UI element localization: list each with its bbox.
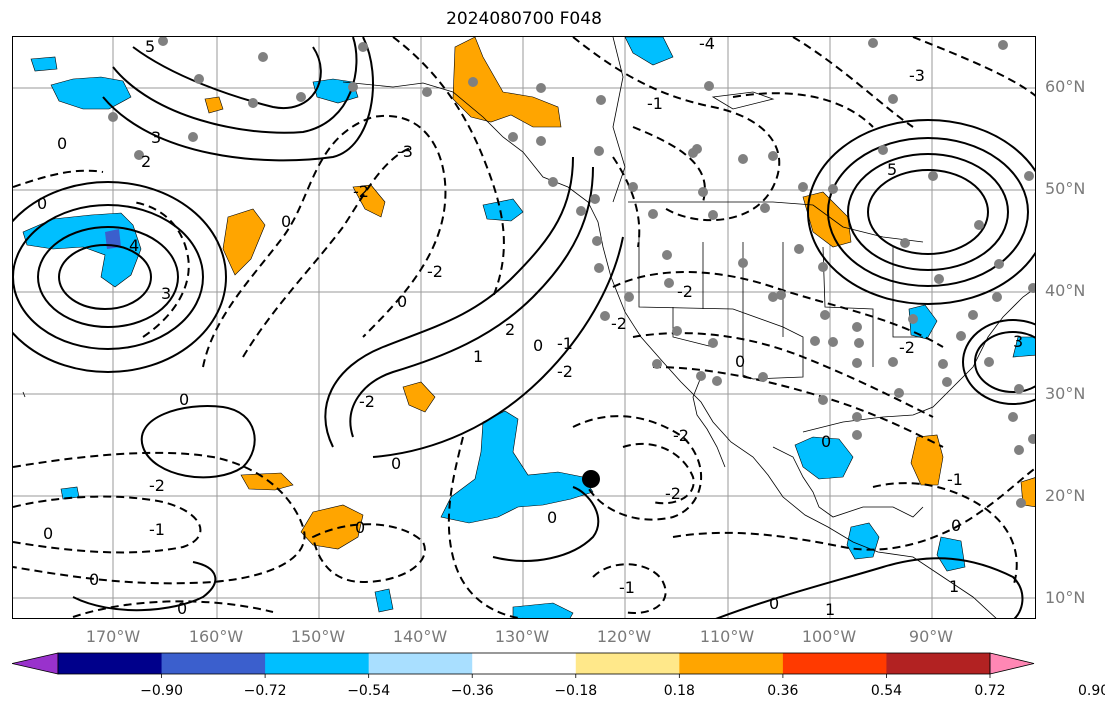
contour-label: 0 [951,516,961,535]
colorbar-segment [161,653,266,674]
contour-label: 3 [161,284,171,303]
lon-label: 110°W [699,627,755,646]
lon-label: 130°W [494,627,550,646]
lon-label: 90°W [908,627,954,646]
contour-label: 0 [281,212,291,231]
lat-label: 60°N [1045,77,1086,96]
contour-label: 4 [129,236,139,255]
lon-label: 120°W [596,627,652,646]
lon-label: 170°W [85,627,141,646]
graticule [13,37,1035,618]
colorbar-tick-label: 0.54 [870,683,903,699]
contour-label: 2 [505,320,515,339]
contour-label: -2 [899,338,915,357]
colorbar-segment [575,653,680,674]
contour-label: 0 [37,194,47,213]
colorbar-tick-label: −0.36 [450,683,494,699]
contour-label: -2 [353,182,369,201]
lon-label: 100°W [801,627,857,646]
contour-label: 1 [473,347,483,366]
contour-label: -3 [397,142,413,161]
colorbar-tick-label: −0.18 [554,683,598,699]
contour-label: -1 [947,470,963,489]
colorbar-tick-label: −0.90 [140,683,183,699]
lat-label: 10°N [1045,588,1086,607]
shaded-anomaly-regions [22,37,1035,618]
contour-label: 0 [821,432,831,451]
lat-label: 40°N [1045,281,1086,300]
colorbar-tick-label: 0.72 [974,683,1006,699]
colorbar-tick-label: 0.90 [1077,683,1105,699]
colorbar-segment [886,653,991,674]
colorbar-segment [679,653,784,674]
station-dots [108,37,1035,508]
colorbar-extend-left [12,652,59,675]
contour-lines [13,37,1035,618]
colorbar-segment [472,653,577,674]
lat-label: 20°N [1045,486,1086,505]
contour-label: -2 [665,484,681,503]
map-panel: 5 3 2 0 0 4 3 0 -2 -3 0 -2 2 1 0 -1 -2 -… [12,36,1036,619]
contour-label: 5 [887,160,897,179]
colorbar-tick-label: −0.54 [347,683,391,699]
lon-label: 140°W [392,627,448,646]
contour-label: 0 [43,524,53,543]
colorbar-tick-label: −0.72 [243,683,287,699]
colorbar-segment [58,653,163,674]
colorbar-segment [782,653,887,674]
chart-title: 2024080700 F048 [446,9,602,29]
contour-label: 0 [177,599,187,618]
contour-label: -3 [909,66,925,85]
contour-label: 2 [141,152,151,171]
contour-label: 0 [179,390,189,409]
contour-label: -4 [699,37,715,53]
lon-label: 150°W [290,627,346,646]
contour-label: 0 [735,352,745,371]
contour-label: 5 [145,37,155,56]
contour-label: 0 [533,336,543,355]
contour-label: 0 [89,570,99,589]
colorbar-segments [12,652,1035,678]
map-canvas: 5 3 2 0 0 4 3 0 -2 -3 0 -2 2 1 0 -1 -2 -… [13,37,1035,619]
contour-labels: 5 3 2 0 0 4 3 0 -2 -3 0 -2 2 1 0 -1 -2 -… [37,37,1023,619]
lon-label: 160°W [188,627,244,646]
contour-label: 3 [1013,332,1023,351]
contour-label: 0 [397,292,407,311]
contour-label: -1 [149,520,165,539]
contour-label: 0 [769,594,779,613]
contour-label: -2 [611,314,627,333]
colorbar-tick-label: 0.36 [767,683,799,699]
contour-label: 0 [355,518,365,537]
contour-label: 1 [949,577,959,596]
contour-label: -1 [647,94,663,113]
contour-lines-dashed [13,37,1035,618]
contour-label: -2 [557,362,573,381]
storm-center-marker [582,470,600,488]
contour-label: -2 [673,426,689,445]
contour-label: -1 [619,578,635,597]
lat-label: 50°N [1045,179,1086,198]
contour-label: 3 [151,128,161,147]
colorbar [12,652,1035,678]
contour-label: 1 [825,600,835,619]
contour-label: -1 [557,334,573,353]
contour-label: -2 [677,282,693,301]
colorbar-tick-label: 0.18 [663,683,695,699]
colorbar-extend-right [989,652,1035,675]
contour-label: 0 [391,454,401,473]
colorbar-segment [368,653,473,674]
colorbar-segment [265,653,370,674]
contour-label: 0 [547,508,557,527]
contour-label: 0 [57,134,67,153]
contour-label: -2 [149,476,165,495]
colorbar-outline [57,652,991,675]
contour-label: -2 [359,392,375,411]
contour-label: -2 [427,262,443,281]
lat-label: 30°N [1045,384,1086,403]
